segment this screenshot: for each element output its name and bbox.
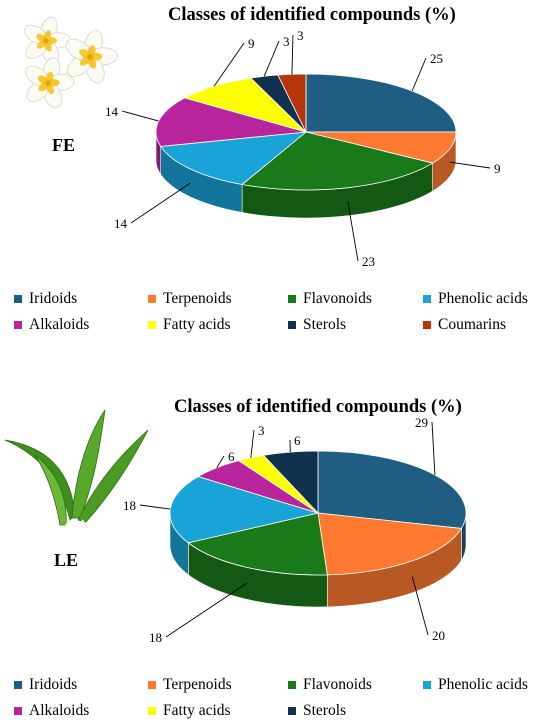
legend-label: Phenolic acids [438, 676, 528, 693]
chart-title: Classes of identified compounds (%) [168, 5, 456, 25]
legend-swatch [14, 707, 22, 715]
legend-swatch [148, 321, 156, 329]
leader-line-phenolic-acids [130, 182, 191, 224]
data-label-terpenoids: 9 [494, 161, 501, 176]
data-label-flavonoids: 18 [149, 630, 162, 645]
legend-item-iridoids: Iridoids [14, 676, 77, 694]
legend-swatch [14, 321, 22, 329]
leader-line-terpenoids [449, 161, 491, 169]
legend-item-fatty-acids: Fatty acids [148, 702, 231, 720]
sample-label: FE [52, 135, 76, 155]
data-label-coumarins: 3 [297, 28, 304, 43]
data-label-alkaloids: 6 [228, 449, 235, 464]
pie-slice-phenolic-acids [160, 131, 308, 185]
data-labels: 29 20 18 18 6 3 6 [123, 415, 445, 645]
pie-chart: 25 9 23 14 14 9 3 3 [105, 28, 501, 269]
leader-line-flavonoids [165, 582, 247, 638]
legend-swatch [148, 295, 156, 303]
legend-swatch [423, 321, 431, 329]
sample-label: LE [54, 550, 79, 570]
data-label-terpenoids: 20 [432, 628, 445, 643]
pie-chart: 29 20 18 18 6 3 6 [123, 415, 467, 645]
pie-slice-terpenoids [317, 512, 463, 576]
legend-item-phenolic-acids: Phenolic acids [423, 290, 528, 308]
legend-label: Terpenoids [163, 676, 232, 693]
chart-panel-le: Classes of identified compounds (%) LE 2… [0, 385, 550, 727]
leader-line-fatty-acids [250, 429, 255, 458]
legend-swatch [288, 321, 296, 329]
pie-slices [169, 450, 467, 576]
legend-label: Sterols [303, 316, 347, 333]
leader-line-iridoids [411, 57, 427, 92]
leader-line-terpenoids [411, 576, 429, 636]
leader-line-alkaloids [216, 455, 225, 469]
legend-swatch [423, 681, 431, 689]
leader-line-fatty-acids [213, 42, 245, 87]
legend-item-alkaloids: Alkaloids [14, 702, 89, 720]
legend-label: Alkaloids [29, 316, 90, 333]
leader-line-iridoids [431, 421, 436, 476]
data-label-alkaloids: 14 [105, 104, 119, 119]
legend-item-iridoids: Iridoids [14, 290, 77, 308]
legend-item-flavonoids: Flavonoids [288, 290, 372, 308]
pie-slice-phenolic-acids [169, 476, 320, 544]
data-label-flavonoids: 23 [362, 254, 375, 269]
chart-title: Classes of identified compounds (%) [174, 397, 462, 417]
data-label-sterols: 3 [283, 34, 290, 49]
legend-label: Fatty acids [163, 316, 231, 333]
data-label-fatty-acids: 9 [248, 36, 255, 51]
pie-slice-flavonoids [187, 512, 328, 576]
pie-slices [155, 73, 457, 191]
data-label-iridoids: 25 [430, 51, 443, 66]
pie-slice-iridoids [305, 73, 457, 133]
leader-line-alkaloids [121, 110, 159, 122]
pie-slice-iridoids [317, 450, 467, 529]
legend-item-terpenoids: Terpenoids [148, 290, 232, 308]
legend-swatch [423, 295, 431, 303]
legend-label: Alkaloids [29, 702, 90, 719]
legend-label: Flavonoids [303, 676, 372, 693]
legend-swatch [14, 681, 22, 689]
legend-label: Iridoids [29, 676, 78, 693]
legend-swatch [288, 681, 296, 689]
legend-item-flavonoids: Flavonoids [288, 676, 372, 694]
legend-swatch [148, 707, 156, 715]
leaves-icon [4, 409, 149, 529]
leader-line-sterols [263, 40, 280, 77]
legend-label: Terpenoids [163, 290, 232, 307]
legend-label: Flavonoids [303, 290, 372, 307]
leader-line-phenolic-acids [139, 504, 171, 510]
pie-side-walls [155, 131, 457, 219]
legend-swatch [148, 681, 156, 689]
legend-item-sterols: Sterols [288, 316, 346, 334]
legend-item-sterols: Sterols [288, 702, 346, 720]
data-labels: 25 9 23 14 14 9 3 3 [105, 28, 501, 269]
legend-item-alkaloids: Alkaloids [14, 316, 89, 334]
legend-label: Phenolic acids [438, 290, 528, 307]
data-label-phenolic-acids: 14 [114, 216, 128, 231]
legend-swatch [288, 295, 296, 303]
legend-item-terpenoids: Terpenoids [148, 676, 232, 694]
legend-swatch [14, 295, 22, 303]
leader-line-flavonoids [347, 201, 359, 262]
chart-panel-fe: Classes of identified compounds (%) FE 2… [0, 0, 550, 360]
leader-line-coumarins [291, 34, 294, 75]
data-label-phenolic-acids: 18 [123, 498, 136, 513]
legend-item-coumarins: Coumarins [423, 316, 506, 334]
legend-label: Iridoids [29, 290, 78, 307]
pie-slice-alkaloids [155, 97, 307, 147]
data-label-fatty-acids: 3 [258, 423, 265, 438]
legend-item-phenolic-acids: Phenolic acids [423, 676, 528, 694]
legend-item-fatty-acids: Fatty acids [148, 316, 231, 334]
legend-label: Fatty acids [163, 702, 231, 719]
data-label-sterols: 6 [294, 433, 301, 448]
legend-swatch [288, 707, 296, 715]
legend-label: Sterols [303, 702, 347, 719]
data-label-iridoids: 29 [415, 415, 428, 430]
frangipani-flowers-icon [24, 16, 118, 109]
legend-label: Coumarins [438, 316, 507, 333]
pie-slice-flavonoids [241, 131, 434, 191]
pie-slice-terpenoids [305, 131, 457, 164]
